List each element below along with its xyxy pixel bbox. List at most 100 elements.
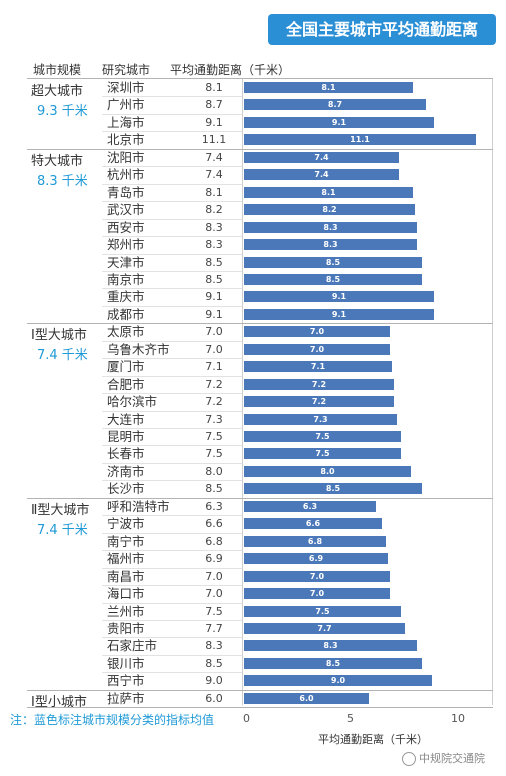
- row-divider: [102, 515, 242, 516]
- city-label: 贵阳市: [107, 621, 145, 636]
- bar: 6.0: [244, 693, 369, 704]
- group-name: Ⅰ型大城市: [31, 328, 87, 343]
- city-label: 海口市: [107, 586, 145, 601]
- row-divider: [102, 480, 242, 481]
- bar: 7.4: [244, 152, 399, 163]
- row-divider: [102, 550, 242, 551]
- value-label: 7.1: [205, 360, 223, 373]
- bar: 8.3: [244, 222, 417, 233]
- row-divider: [102, 533, 242, 534]
- city-label: 哈尔滨市: [107, 394, 158, 409]
- value-label: 8.2: [205, 203, 223, 216]
- row-divider: [102, 672, 242, 673]
- city-label: 广州市: [107, 97, 145, 112]
- value-label: 8.7: [205, 98, 223, 111]
- city-label: 北京市: [107, 132, 145, 147]
- bar-data-label: 6.0: [299, 694, 314, 703]
- city-label: 兰州市: [107, 604, 145, 619]
- row-divider: [102, 306, 242, 307]
- bar: 9.1: [244, 291, 434, 302]
- value-label: 6.0: [205, 692, 223, 705]
- group-average: 9.3 千米: [37, 104, 88, 119]
- city-label: 石家庄市: [107, 638, 158, 653]
- value-label: 8.3: [205, 639, 223, 652]
- bar: 7.1: [244, 361, 392, 372]
- value-label: 7.2: [205, 378, 223, 391]
- bar-data-label: 8.2: [322, 205, 337, 214]
- x-tick-5: 5: [347, 712, 354, 725]
- bar-data-label: 8.3: [323, 240, 338, 249]
- row-divider: [102, 288, 242, 289]
- bar-data-label: 8.3: [323, 223, 338, 232]
- group-average: 7.4 千米: [37, 523, 88, 538]
- bar-data-label: 11.1: [350, 135, 370, 144]
- city-label: 济南市: [107, 464, 145, 479]
- bar-data-label: 6.8: [307, 537, 323, 546]
- row-divider: [102, 184, 242, 185]
- row-divider: [102, 114, 242, 115]
- row-divider: [102, 428, 242, 429]
- bar: 7.5: [244, 448, 401, 459]
- row-divider: [102, 411, 242, 412]
- header-city-scale: 城市规模: [33, 63, 82, 77]
- row-divider: [102, 96, 242, 97]
- row-divider: [102, 236, 242, 237]
- value-label: 7.4: [205, 168, 223, 181]
- city-label: 乌鲁木齐市: [107, 342, 170, 357]
- value-label: 9.0: [205, 674, 223, 687]
- value-label: 6.3: [205, 500, 223, 513]
- group-separator: [27, 149, 493, 150]
- bar-data-label: 7.3: [313, 415, 328, 424]
- value-label: 7.4: [205, 151, 223, 164]
- value-label: 8.5: [205, 256, 223, 269]
- city-label: 太原市: [107, 324, 145, 339]
- city-label: 长春市: [107, 446, 145, 461]
- bar-data-label: 8.5: [325, 484, 341, 493]
- group-average: 7.4 千米: [37, 348, 88, 363]
- bar: 7.0: [244, 588, 390, 599]
- value-label: 7.3: [205, 413, 223, 426]
- group-separator: [27, 690, 493, 691]
- value-label: 9.1: [205, 308, 223, 321]
- x-tick-0: 0: [243, 712, 250, 725]
- chart-title: 全国主要城市平均通勤距离: [268, 14, 496, 45]
- city-label: 重庆市: [107, 289, 145, 304]
- axis-baseline: [242, 79, 243, 705]
- x-axis-label: 平均通勤距离（千米）: [318, 733, 428, 746]
- bar-data-label: 7.5: [315, 432, 330, 441]
- city-label: 青岛市: [107, 185, 145, 200]
- bar-data-label: 7.2: [311, 380, 327, 389]
- watermark-text: 中规院交通院: [419, 752, 485, 765]
- value-label: 7.5: [205, 447, 223, 460]
- city-label: 呼和浩特市: [107, 499, 170, 514]
- group-separator: [27, 323, 493, 324]
- bar: 8.5: [244, 257, 422, 268]
- bar-data-label: 7.4: [314, 170, 329, 179]
- bar-data-label: 7.0: [309, 589, 325, 598]
- bar-data-label: 8.1: [321, 83, 336, 92]
- city-label: 宁波市: [107, 516, 145, 531]
- bar: 11.1: [244, 134, 476, 145]
- bar: 7.2: [244, 379, 394, 390]
- value-label: 8.3: [205, 238, 223, 251]
- bar-data-label: 7.2: [311, 397, 327, 406]
- row-divider: [102, 358, 242, 359]
- bar-data-label: 7.5: [315, 449, 330, 458]
- chart-right-border: [492, 79, 493, 705]
- city-label: 杭州市: [107, 167, 145, 182]
- row-divider: [102, 131, 242, 132]
- row-divider: [102, 603, 242, 604]
- bar: 8.2: [244, 204, 415, 215]
- row-divider: [102, 254, 242, 255]
- value-label: 7.0: [205, 587, 223, 600]
- city-label: 拉萨市: [107, 691, 145, 706]
- row-divider: [102, 219, 242, 220]
- value-label: 9.1: [205, 116, 223, 129]
- value-label: 6.9: [205, 552, 223, 565]
- bar-data-label: 8.5: [325, 659, 341, 668]
- value-label: 8.0: [205, 465, 223, 478]
- bar: 8.3: [244, 239, 417, 250]
- bar: 8.5: [244, 658, 422, 669]
- bar: 9.1: [244, 117, 434, 128]
- city-label: 成都市: [107, 307, 145, 322]
